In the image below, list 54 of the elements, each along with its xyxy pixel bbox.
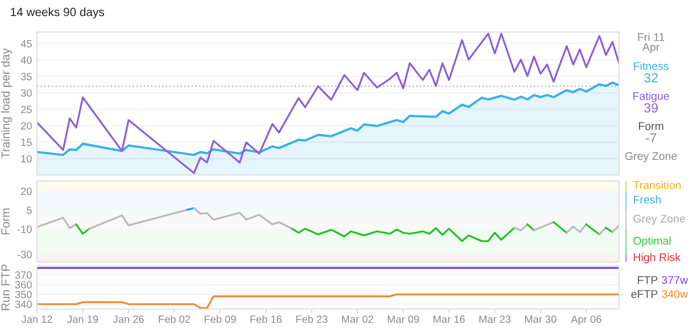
x-tick-label: Feb 23 <box>296 315 328 323</box>
y-axis-title: Form <box>1 208 10 234</box>
band-label: Grey Zone <box>634 214 685 225</box>
line-series <box>566 224 588 234</box>
y-tick-label: 15 <box>21 138 32 146</box>
x-tick-label: Feb 09 <box>204 315 236 323</box>
y-tick-label: 10 <box>21 155 32 162</box>
x-tick-label: Feb 02 <box>158 315 190 323</box>
y-tick-label: -30 <box>18 250 32 258</box>
series-label: eFTP <box>631 290 658 298</box>
y-tick-label: 45 <box>20 40 32 48</box>
y-axis-title: Training load per day <box>0 48 12 158</box>
y-axis-title: Run FTP <box>1 264 10 310</box>
y-tick-label: 25 <box>21 106 32 114</box>
text: 377w <box>662 276 688 284</box>
y-tick-label: 20 <box>21 122 32 130</box>
x-tick-label: Mar 23 <box>479 316 511 323</box>
line-series <box>88 208 188 230</box>
y-tick-label: 35 <box>20 72 32 80</box>
y-tick-label: 370 <box>15 271 32 279</box>
text: 340w <box>662 290 688 298</box>
chart-title: 14 weeks 90 days <box>10 8 104 18</box>
text: Fatigue <box>633 92 670 102</box>
text: 32 <box>644 73 658 83</box>
x-tick-label: Apr 06 <box>570 316 602 325</box>
text: 39 <box>644 103 658 113</box>
band-label: Optimal <box>633 236 671 247</box>
x-tick-label: Mar 02 <box>342 316 374 323</box>
band-label: Fresh <box>634 195 661 204</box>
x-tick-label: Feb 16 <box>250 315 282 323</box>
text: Form <box>638 122 664 130</box>
series-label: FTP <box>638 276 658 284</box>
series-label: Fitness <box>634 62 669 70</box>
y-tick-label: 20 <box>21 188 32 195</box>
y-tick-label: 340 <box>15 300 32 308</box>
text: -7 <box>646 133 656 142</box>
y-tick-label: -10 <box>18 226 32 233</box>
x-tick-label: Jan 12 <box>22 316 52 323</box>
y-tick-label: 360 <box>15 281 32 288</box>
x-tick-label: Mar 09 <box>388 316 419 323</box>
line-series <box>37 216 78 229</box>
y-tick-label: 40 <box>20 56 32 64</box>
line-series <box>193 207 293 230</box>
y-tick-label: 350 <box>15 290 32 298</box>
y-tick-label: 5 <box>26 206 32 214</box>
y-tick-label: 30 <box>20 89 32 97</box>
x-tick-label: Mar 30 <box>525 316 556 323</box>
x-tick-label: Mar 16 <box>434 316 465 323</box>
x-tick-label: Jan 19 <box>67 316 98 323</box>
band-label: High Risk <box>634 253 681 264</box>
band-label: Transition <box>633 180 681 190</box>
text: Grey Zone <box>625 152 677 162</box>
x-tick-label: Jan 26 <box>113 316 144 323</box>
text: Fri 11 Apr <box>638 32 664 54</box>
